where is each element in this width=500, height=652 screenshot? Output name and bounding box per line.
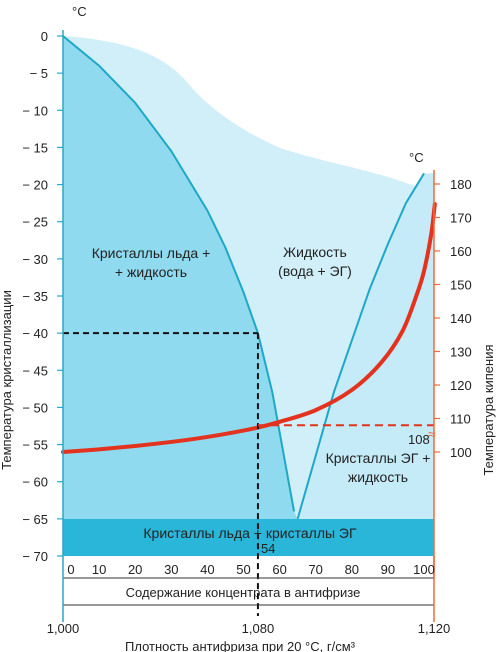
axes-layer	[57, 30, 440, 622]
density-tick-label: 1,080	[242, 621, 275, 636]
concentration-tick-label: 10	[92, 562, 106, 577]
region-label-ice-liquid-2: + жидкость	[115, 264, 187, 280]
ice-liquid-region	[63, 36, 298, 519]
boiling-point-curve	[61, 202, 437, 454]
concentration-axis-label: Содержание концентрата в антифризе	[126, 585, 361, 600]
left-tick-label: 0	[41, 29, 48, 44]
concentration-tick-label: 30	[164, 562, 178, 577]
region-label-liquid-2: (вода + ЭГ)	[278, 263, 352, 279]
left-tick-label: − 65	[22, 512, 48, 527]
right-axis-break-marker: ≈	[428, 426, 436, 442]
right-tick-label: 140	[450, 311, 472, 326]
left-tick-label: − 25	[22, 215, 48, 230]
left-tick-label: − 40	[22, 326, 48, 341]
left-tick-label: − 60	[22, 475, 48, 490]
left-tick-label: − 15	[22, 140, 48, 155]
right-tick-label: 120	[450, 378, 472, 393]
eg-crystallization-curve	[296, 172, 425, 520]
annotations-layer	[63, 332, 434, 616]
left-tick-label: − 5	[30, 66, 48, 81]
density-tick-label: 1,000	[47, 621, 80, 636]
left-tick-label: − 70	[22, 549, 48, 564]
region-label-liquid-1: Жидкость	[283, 244, 347, 260]
density-axis-label: Плотность антифриза при 20 °C, г/см³	[125, 639, 356, 652]
left-tick-label: − 30	[22, 252, 48, 267]
boiling-marker-label: 108	[408, 432, 430, 447]
right-tick-label: 170	[450, 211, 472, 226]
right-axis-unit: °C	[409, 150, 424, 165]
concentration-tick-label: 90	[381, 562, 395, 577]
liquid-region	[63, 36, 434, 519]
left-tick-label: − 45	[22, 363, 48, 378]
region-label-solid-band: Кристаллы льда + кристаллы ЭГ	[143, 525, 357, 541]
ice-crystallization-curve	[62, 35, 296, 512]
right-tick-label: 160	[450, 244, 472, 259]
left-tick-label: − 55	[22, 438, 48, 453]
left-axis-unit: °C	[72, 4, 87, 19]
right-axis-label: Температура кипения	[481, 344, 496, 475]
left-tick-label: − 50	[22, 400, 48, 415]
left-tick-label: − 35	[22, 289, 48, 304]
concentration-tick-label: 50	[236, 562, 250, 577]
solid-band	[63, 519, 434, 556]
region-label-eg-liquid-1: Кристаллы ЭГ +	[326, 450, 431, 466]
region-label-ice-liquid-1: Кристаллы льда +	[92, 245, 211, 261]
right-tick-label: 180	[450, 177, 472, 192]
right-tick-label: 110	[450, 412, 471, 427]
concentration-tick-label: 80	[345, 562, 359, 577]
left-axis-label: Температура кристаллизации	[0, 290, 14, 470]
concentration-tick-label: 100	[413, 562, 435, 577]
concentration-tick-label: 40	[200, 562, 214, 577]
concentration-tick-label: 0	[67, 562, 74, 577]
left-tick-label: − 20	[22, 178, 48, 193]
concentration-tick-label: 60	[272, 562, 286, 577]
eg-liquid-region	[297, 173, 434, 519]
concentration-tick-label: 20	[128, 562, 142, 577]
right-tick-label: 150	[450, 278, 472, 293]
right-tick-label: 100	[450, 445, 472, 460]
labels-layer: 0 − 5 − 10 − 15 − 20 − 25 − 30 − 35 − 40 − 45 − 50…	[0, 4, 496, 652]
left-tick-label: − 10	[22, 103, 48, 118]
right-tick-label: 130	[450, 345, 472, 360]
density-tick-label: 1,120	[418, 621, 451, 636]
curves-layer	[61, 35, 437, 520]
region-label-eg-liquid-2: жидкость	[348, 469, 408, 485]
concentration-tick-label: 70	[308, 562, 322, 577]
concentration-marker-label: 54	[261, 541, 275, 556]
